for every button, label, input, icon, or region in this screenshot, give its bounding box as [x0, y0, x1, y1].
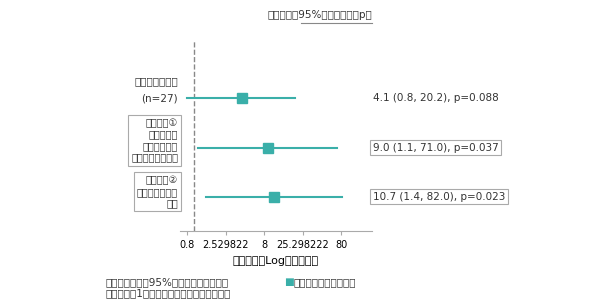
Text: オッズ比とその95%信頼区間をそれぞれ: オッズ比とその95%信頼区間をそれぞれ: [105, 277, 228, 287]
Text: とバーで示しました。: とバーで示しました。: [294, 277, 356, 287]
Text: ■: ■: [284, 277, 293, 287]
Text: 4.1 (0.8, 20.2), p=0.088: 4.1 (0.8, 20.2), p=0.088: [373, 93, 499, 103]
Text: (n=21): (n=21): [142, 192, 178, 202]
X-axis label: オッズ比（Logスケール）: オッズ比（Logスケール）: [233, 256, 319, 266]
Text: 解析対象者全員: 解析対象者全員: [134, 76, 178, 86]
Text: 層別解析①
腸や食道の
機能的異常が
疑われる者を除外: 層別解析① 腸や食道の 機能的異常が 疑われる者を除外: [131, 118, 178, 163]
Text: 層別解析②
食欲がある者を
除外: 層別解析② 食欲がある者を 除外: [137, 175, 178, 208]
Text: 10.7 (1.4, 82.0), p=0.023: 10.7 (1.4, 82.0), p=0.023: [373, 192, 505, 202]
Text: (n=20): (n=20): [142, 143, 178, 153]
Text: 9.0 (1.1, 71.0), p=0.037: 9.0 (1.1, 71.0), p=0.037: [373, 143, 499, 153]
Text: オッズ比＝1のラインを破線で示しました。: オッズ比＝1のラインを破線で示しました。: [105, 288, 230, 298]
Text: (n=27): (n=27): [142, 93, 178, 103]
Text: オッズ比（95%信頼区間），p値: オッズ比（95%信頼区間），p値: [267, 10, 372, 20]
